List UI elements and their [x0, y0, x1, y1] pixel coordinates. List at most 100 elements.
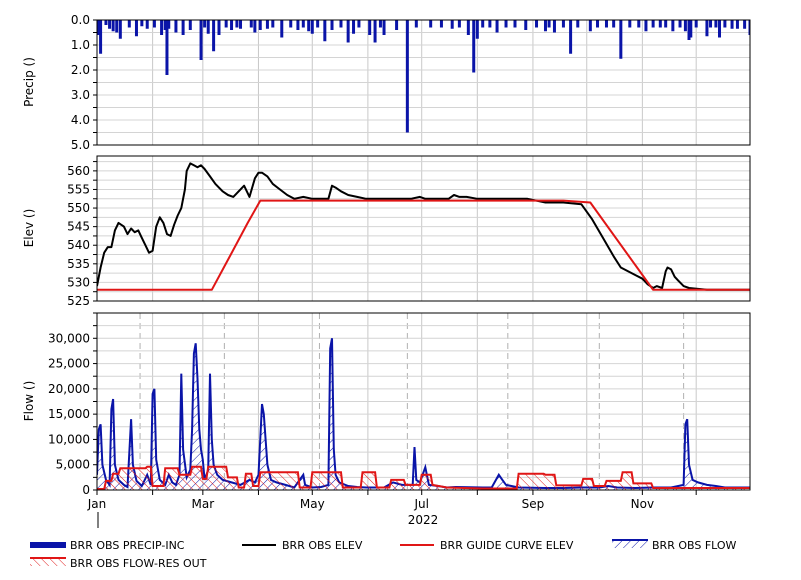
precip-bar [671, 20, 675, 32]
elev-y-axis-label: Elev () [22, 209, 36, 248]
precip-bar [352, 20, 356, 34]
precip-bar [346, 20, 350, 43]
precip-bar [689, 20, 693, 38]
precip-bar [249, 20, 253, 28]
elev-gridlines [96, 156, 750, 302]
precip-bar [330, 20, 334, 30]
precip-bar [181, 20, 185, 35]
precip-bar [457, 20, 461, 28]
x-tick-label: Jul [413, 497, 428, 511]
precip-bar [127, 20, 131, 28]
x-tick-label: May [300, 497, 325, 511]
legend-label: BRR OBS ELEV [282, 539, 363, 552]
precip-bar [253, 20, 257, 33]
precip-bar [271, 20, 275, 28]
precip-bar [588, 20, 592, 32]
flow-areas [97, 338, 750, 490]
y-tick-label: 10,000 [48, 432, 90, 446]
legend-label: BRR OBS FLOW-RES OUT [70, 557, 207, 570]
precip-bar [535, 20, 539, 28]
precip-bar [735, 20, 739, 29]
precip-bar [664, 20, 668, 28]
precip-gridlines [96, 19, 750, 146]
elev-lines [97, 162, 750, 291]
precip-bar [414, 20, 418, 28]
y-tick-label: 540 [67, 238, 90, 252]
precip-bar [167, 20, 171, 29]
precip-bar [145, 20, 149, 29]
legend: BRR OBS PRECIP-INC BRR OBS ELEV BRR GUIDE … [30, 539, 737, 570]
precip-bar [307, 20, 311, 32]
y-tick-label: 0.0 [71, 13, 90, 27]
precip-bar [651, 20, 655, 28]
y-tick-label: 15,000 [48, 407, 90, 421]
y-tick-label: 5.0 [71, 138, 90, 152]
precip-bar [152, 20, 156, 28]
x-tick-label: Sep [522, 497, 545, 511]
precip-bar [576, 20, 580, 28]
y-tick-label: 1.0 [71, 38, 90, 52]
x-tick-label: Nov [631, 497, 654, 511]
precip-bar [206, 20, 210, 34]
precip-bar [723, 20, 727, 28]
precip-bar [709, 20, 713, 28]
y-tick-label: 30,000 [48, 331, 90, 345]
precip-bar [104, 20, 108, 25]
precip-bar [368, 20, 372, 35]
precip-bar [694, 20, 698, 28]
precip-bar [111, 20, 115, 32]
precip-bar [99, 20, 103, 54]
precip-bar [239, 20, 243, 29]
elev-panel: 525 530 535 540 545 550 555 560 Elev () [22, 155, 751, 308]
x-axis: 2022 Jan Mar May Jul Sep Nov [87, 490, 697, 528]
legend-swatch [30, 542, 66, 548]
precip-bar [339, 20, 343, 28]
guide-curve-line [97, 199, 750, 291]
precip-bar [230, 20, 234, 30]
elev-y-ticks: 525 530 535 540 545 550 555 560 [67, 161, 97, 308]
precip-bar [547, 20, 551, 28]
precip-panel: 0.0 1.0 2.0 3.0 4.0 5.0 Precip () [22, 13, 751, 152]
precip-bar [513, 20, 517, 28]
precip-bar [439, 20, 443, 28]
y-tick-label: 555 [67, 182, 90, 196]
y-tick-label: 4.0 [71, 113, 90, 127]
precip-bar [628, 20, 632, 28]
obs-elev-line [97, 162, 750, 291]
precip-bar [504, 20, 508, 28]
precip-bar [481, 20, 485, 28]
precip-bar [466, 20, 470, 35]
flow-panel: 0 5,000 10,000 15,000 20,000 25,000 30,000 Flo… [22, 312, 751, 497]
precip-bar [382, 20, 386, 35]
precip-bar [378, 20, 382, 28]
y-tick-label: 530 [67, 275, 90, 289]
legend-label: BRR OBS PRECIP-INC [70, 539, 185, 552]
precip-bar [569, 20, 573, 54]
legend-item: BRR OBS FLOW-RES OUT [30, 557, 207, 570]
precip-bar [118, 20, 122, 39]
precip-bar [495, 20, 499, 33]
precip-bar [165, 20, 169, 75]
y-tick-label: 0 [82, 483, 90, 497]
legend-swatch-fill [612, 540, 648, 548]
precip-bar [552, 20, 556, 33]
res-out-area [97, 466, 750, 490]
precip-bar [212, 20, 216, 52]
precip-bar [316, 20, 320, 28]
precip-bar [705, 20, 709, 37]
y-tick-label: 25,000 [48, 357, 90, 371]
precip-bar [475, 20, 479, 39]
precip-bar [472, 20, 476, 73]
y-tick-label: 20,000 [48, 382, 90, 396]
precip-bar [395, 20, 399, 30]
precip-bar [115, 20, 119, 33]
precip-bar [265, 20, 269, 29]
legend-item: BRR OBS PRECIP-INC [30, 539, 185, 552]
precip-bar [619, 20, 623, 59]
precip-bar [174, 20, 178, 33]
precip-bar [323, 20, 327, 42]
precip-bar [188, 20, 192, 30]
y-tick-label: 2.0 [71, 63, 90, 77]
precip-bar [429, 20, 433, 28]
